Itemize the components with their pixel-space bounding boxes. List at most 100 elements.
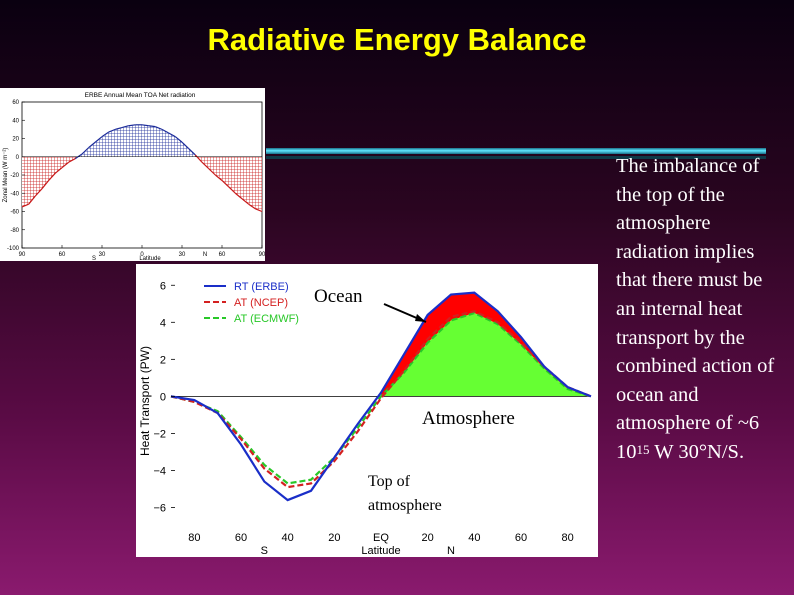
toa-annotation-line2: atmosphere [368,497,442,514]
explanation-text: The imbalance of the top of the atmosphe… [616,152,786,467]
toa-radiation-chart: ERBE Annual Mean TOA Net radiation 60 40 2… [0,88,265,261]
toa-net-radiation-segment [155,126,163,130]
accent-bar [266,148,766,154]
heat-x-tick-label: 40 [282,532,294,544]
toa-net-radiation-segment [54,167,63,174]
toa-y-tick-label: -20 [10,173,19,179]
explanation-text-end: W 30°N/S. [649,440,745,463]
toa-net-radiation-segment [181,141,190,149]
toa-x-tick-label: 90 [19,252,26,258]
toa-y-tick-label: -100 [7,246,20,252]
heat-hemisphere-label: N [447,545,455,557]
toa-annotation-line1: Top of [368,473,411,490]
toa-net-radiation-segment [148,125,156,128]
toa-net-radiation-segment [108,128,116,133]
heat-x-tick-label: EQ [373,532,389,544]
toa-net-radiation-segment [228,186,236,194]
toa-y-tick-label: -60 [10,210,19,216]
toa-net-radiation-segment [121,125,129,129]
heat-hemisphere-label: S [261,545,268,557]
atmosphere-annotation: Atmosphere [422,408,515,429]
toa-x-tick-label: 30 [99,252,106,258]
toa-radiation-chart-svg: ERBE Annual Mean TOA Net radiation 60 40 2… [3,92,265,261]
toa-net-radiation-segment [21,203,29,208]
heat-x-tick-label: 60 [515,532,527,544]
toa-x-tick-label: 0 [140,252,144,258]
heat-x-tick-label: 20 [422,532,434,544]
heat-y-tick-label: 2 [160,354,166,366]
toa-deficit-area [22,156,262,212]
toa-x-tick-label: 90 [259,252,265,258]
toa-y-tick-label: 40 [12,118,19,124]
toa-net-radiation-segment [214,174,223,181]
heat-x-tick-label: 20 [328,532,340,544]
toa-net-radiation-segment [201,161,210,170]
heat-x-tick-label: 80 [188,532,200,544]
toa-net-radiation-segment [208,168,216,176]
toa-y-tick-label: -40 [10,191,19,197]
atmosphere-transport-area [381,313,591,397]
toa-surplus-area [22,124,262,157]
heat-y-axis-label: Heat Transport (PW) [138,346,152,456]
series-line-atncep [170,310,592,489]
toa-net-radiation-segment [174,136,183,143]
toa-x-tick-label: 30 [179,252,186,258]
toa-y-tick-label: 0 [16,155,20,161]
toa-net-radiation-segment [34,188,43,197]
toa-net-radiation-segment [68,158,76,163]
heat-x-tick-label: 60 [235,532,247,544]
toa-net-radiation-segment [255,208,263,213]
toa-chart-title: ERBE Annual Mean TOA Net radiation [85,92,196,99]
toa-net-radiation-segment [48,172,56,181]
heat-y-tick-label: −6 [153,502,166,514]
heat-x-tick-label: 80 [562,532,574,544]
heat-y-tick-label: 4 [160,317,166,329]
toa-net-radiation-segment [41,180,50,190]
heat-y-tick-label: −2 [153,428,166,440]
toa-net-radiation-segment [94,136,103,143]
ocean-annotation: Ocean [314,286,363,307]
toa-net-radiation-segment [221,180,230,188]
series-line-rterbe [170,291,592,502]
toa-x-tick-label: 60 [219,252,226,258]
toa-y-tick-label: 60 [12,100,19,106]
toa-net-radiation-segment [128,124,136,127]
heat-x-axis-label: Latitude [361,545,400,557]
ocean-pointer-arrowhead [415,314,426,322]
ocean-transport-area [381,292,591,397]
toa-y-axis-label: Zonal Mean (W m⁻²) [3,148,9,203]
explanation-text-main: The imbalance of the top of the atmosphe… [616,155,775,463]
toa-y-tick-label: -80 [10,228,19,234]
toa-net-radiation-segment [188,148,196,156]
toa-y-tick-label: 20 [12,137,19,143]
legend-label: AT (NCEP) [234,297,288,309]
toa-net-radiation-segment [234,192,243,200]
legend-label: AT (ECMWF) [234,313,299,325]
toa-net-radiation-segment [161,128,169,134]
heat-y-tick-label: 0 [160,391,166,403]
toa-net-radiation-segment [248,203,256,210]
heat-y-tick-label: 6 [160,280,166,292]
series-line-atecmwf [170,311,592,485]
toa-net-radiation-segment [101,131,110,138]
toa-net-radiation-segment [168,132,176,138]
toa-net-radiation-segment [88,141,96,149]
explanation-exponent: 15 [636,441,650,457]
heat-y-tick-label: −4 [153,465,166,477]
toa-net-radiation-segment [81,147,90,155]
toa-net-radiation-segment [74,153,83,160]
toa-hemisphere-label: S [92,256,96,261]
toa-net-radiation-segment [241,198,250,205]
toa-net-radiation-segment [115,126,123,130]
heat-transport-chart: 6 4 2 0 −2 −4 −6 Heat Transport (PW) 80 60 40 20 EQ 2… [136,264,598,557]
heat-x-tick-label: 40 [468,532,480,544]
toa-net-radiation-segment [194,154,203,163]
toa-hemisphere-label: N [203,252,207,258]
toa-x-tick-label: 60 [59,252,66,258]
slide-title: Radiative Energy Balance [207,22,587,57]
toa-net-radiation-segment [61,161,70,169]
legend-label: RT (ERBE) [234,281,289,293]
toa-net-radiation-segment [28,195,36,205]
accent-bar-shadow [266,156,766,159]
